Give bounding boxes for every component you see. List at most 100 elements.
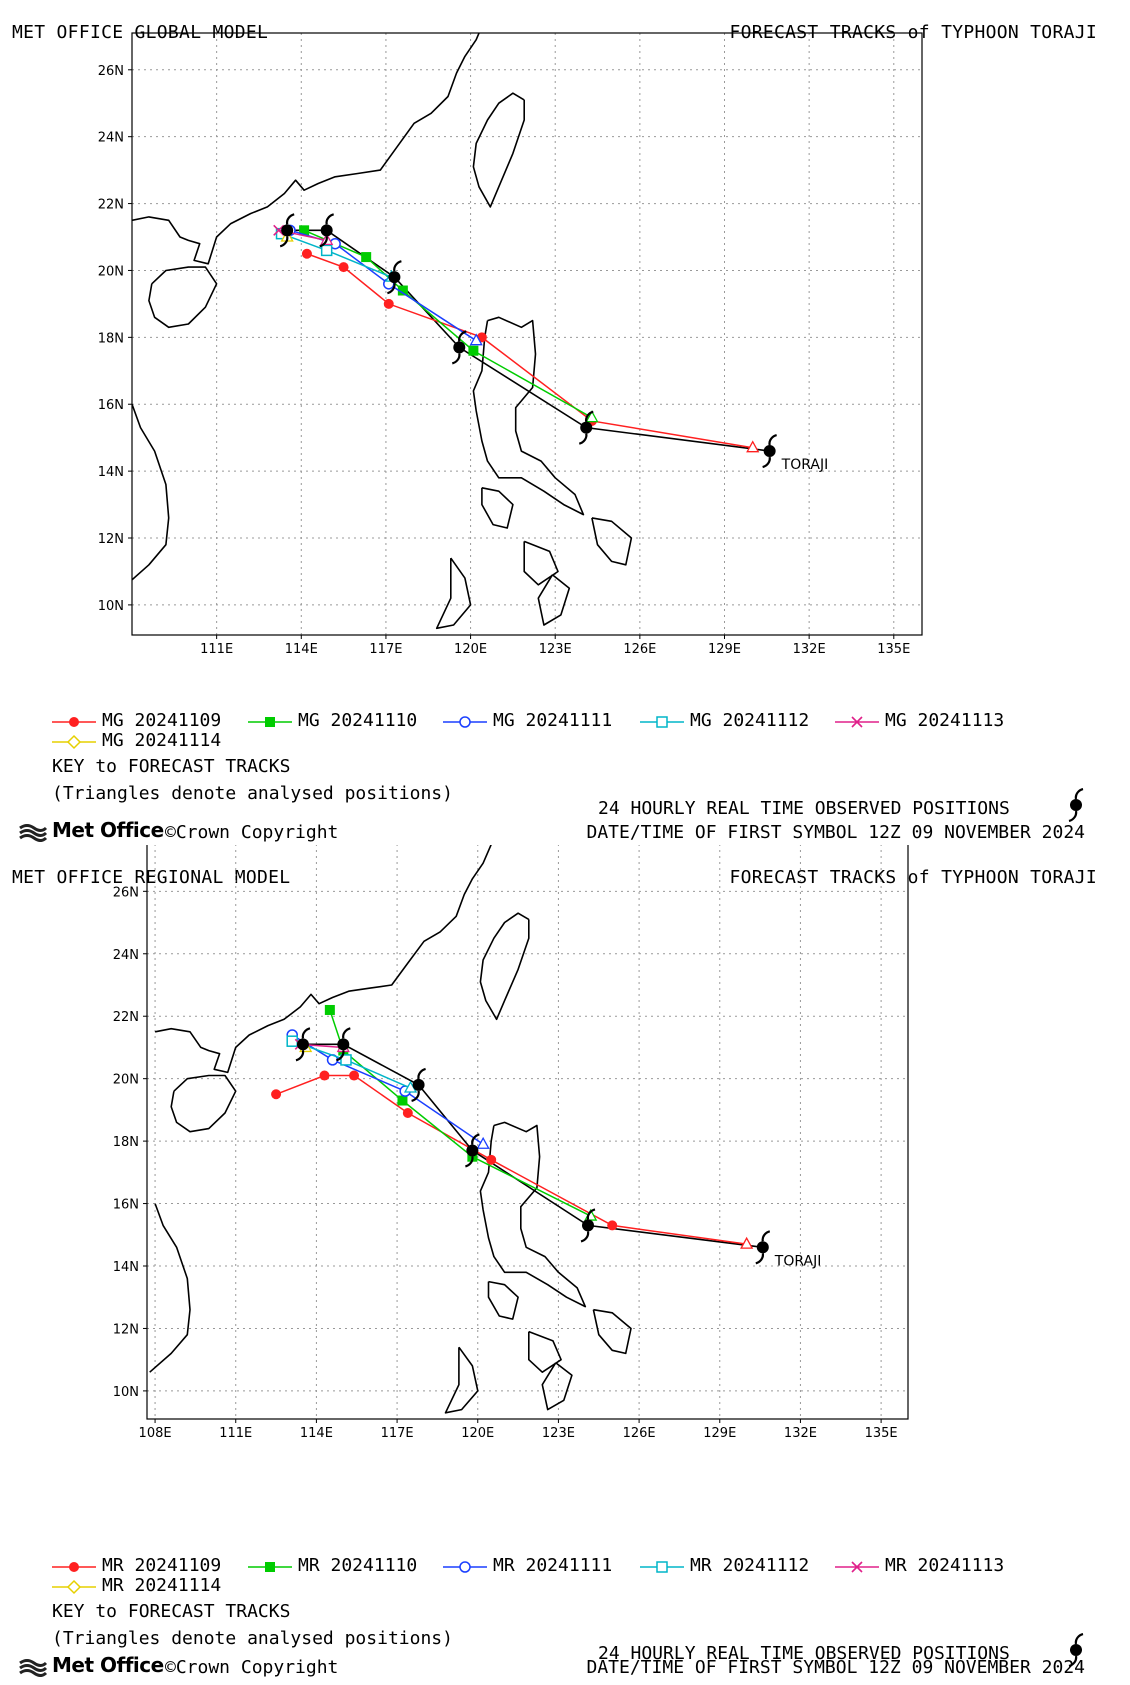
legend-label: MG 20241112 [690,710,810,731]
analysed-position-triangle [476,1136,490,1149]
y-tick-label: 14N [113,1260,139,1275]
legend-item: MR 20241110 [248,1555,438,1577]
forecast-track-mr-20241110 [324,1004,598,1221]
legend-item: MG 20241113 [835,710,1025,732]
track-line [275,1074,747,1245]
analysed-position-triangle [740,1236,754,1249]
y-tick-label: 26N [113,885,139,900]
x-tick-label: 123E [542,1426,575,1441]
forecast-point [271,1089,282,1100]
legend-swatch-marker [851,716,863,728]
x-tick-label: 117E [381,1426,414,1441]
legend-swatch-marker [69,717,79,727]
track-line [329,1009,592,1217]
legend-swatch [52,734,96,750]
x-tick-label: 120E [461,1426,494,1441]
legend-label: MR 20241109 [102,1555,222,1576]
legend-swatch-marker [265,717,275,727]
legend-label: MG 20241113 [885,710,1005,731]
x-tick-label: 117E [369,642,402,657]
storm-label: TORAJI [781,457,829,473]
copyright: ©Crown Copyright [165,1657,339,1678]
forecast-point [361,252,372,263]
y-tick-label: 20N [113,1073,139,1088]
legend-item: MR 20241111 [443,1555,633,1577]
global-model-panel: MET OFFICE GLOBAL MODEL FORECAST TRACKS … [0,0,1130,843]
forecast-point [486,1154,497,1165]
legend-swatch [248,1562,292,1572]
forecast-track-mg-20241109 [301,248,760,453]
coastline [435,557,472,630]
typhoon-icon [294,1027,312,1062]
x-tick-label: 129E [703,1426,736,1441]
legend-item: MR 20241109 [52,1555,242,1577]
legend-label: MG 20241111 [493,710,613,731]
coastline [148,266,218,329]
analysed-position-triangle [585,410,599,423]
legend-swatch-marker [69,1562,79,1572]
key-title: KEY to FORECAST TRACKS [52,756,291,777]
forecast-track-chart-global: TORAJI 111E 114E 117E 120E 123E 126E 129E 132E 13… [98,32,923,657]
legend-swatch [835,1561,879,1573]
legend-swatch [248,717,292,727]
x-tick-label: 111E [200,642,233,657]
coastline [132,403,170,581]
forecast-point [320,244,333,257]
y-tick-label: 14N [98,465,124,480]
legend-swatch-marker [656,716,668,728]
forecast-point [319,1070,330,1081]
coastline [472,316,585,516]
coastline [528,1330,562,1373]
legend-swatch-marker [459,716,471,728]
legend-swatch-marker [851,1561,863,1573]
y-tick-label: 18N [113,1135,139,1150]
forecast-point [273,224,285,236]
coastline [591,517,633,566]
typhoon-icon [1067,788,1085,822]
forecast-track-chart-regional: TORAJI 108E 111E 114E 117E 120E 123E 126E 129E 13… [113,845,909,1441]
track-title: FORECAST TRACKS of TYPHOON TORAJI [729,867,1097,888]
x-tick-label: 129E [708,642,741,657]
coastline [481,487,514,529]
legend-swatch-marker [66,734,82,750]
plot-area: TORAJI [132,33,922,635]
coastline [479,1121,587,1308]
x-tick-label: 132E [793,642,826,657]
legend-item: MG 20241111 [443,710,633,732]
coastline [170,1074,237,1133]
observed-positions-note: 24 HOURLY REAL TIME OBSERVED POSITIONS [598,798,1010,819]
plot-frame [131,32,923,636]
legend-label: MG 20241114 [102,730,222,751]
analysed-position-triangle [746,440,760,453]
legend-label: MR 20241111 [493,1555,613,1576]
forecast-point [338,262,349,273]
storm-label: TORAJI [774,1253,822,1269]
legend-item: MR 20241112 [640,1555,830,1577]
legend-label: MR 20241112 [690,1555,810,1576]
x-tick-label: 135E [877,642,910,657]
legend-swatch [640,1561,684,1573]
observed-track-line [302,1043,763,1249]
y-tick-label: 22N [98,198,124,213]
met-office-logo-icon [19,1659,48,1677]
legend-swatch [443,1561,487,1573]
y-tick-label: 16N [98,398,124,413]
y-tick-label: 24N [113,948,139,963]
triangles-note: (Triangles denote analysed positions) [52,1628,453,1649]
typhoon-icon [754,1230,771,1265]
legend: MG 20241109 MG 20241110 MG 20241111 MG 2024… [0,710,1130,756]
met-office-logo-text: Met Office [52,1653,164,1677]
forecast-point [383,298,394,309]
met-office-logo-icon [19,824,48,842]
key-title: KEY to FORECAST TRACKS [52,1601,291,1622]
forecast-point [402,1108,413,1119]
y-tick-label: 22N [113,1010,139,1025]
legend-swatch-marker [66,1579,82,1595]
legend-label: MR 20241113 [885,1555,1005,1576]
legend: MR 20241109 MR 20241110 MR 20241111 MR 2024… [0,1555,1130,1601]
legend-label: MG 20241110 [298,710,418,731]
analysed-position-triangle [469,333,483,346]
forecast-track-mr-20241109 [271,1070,754,1249]
coastline [479,912,530,1021]
coastline [541,1362,573,1411]
